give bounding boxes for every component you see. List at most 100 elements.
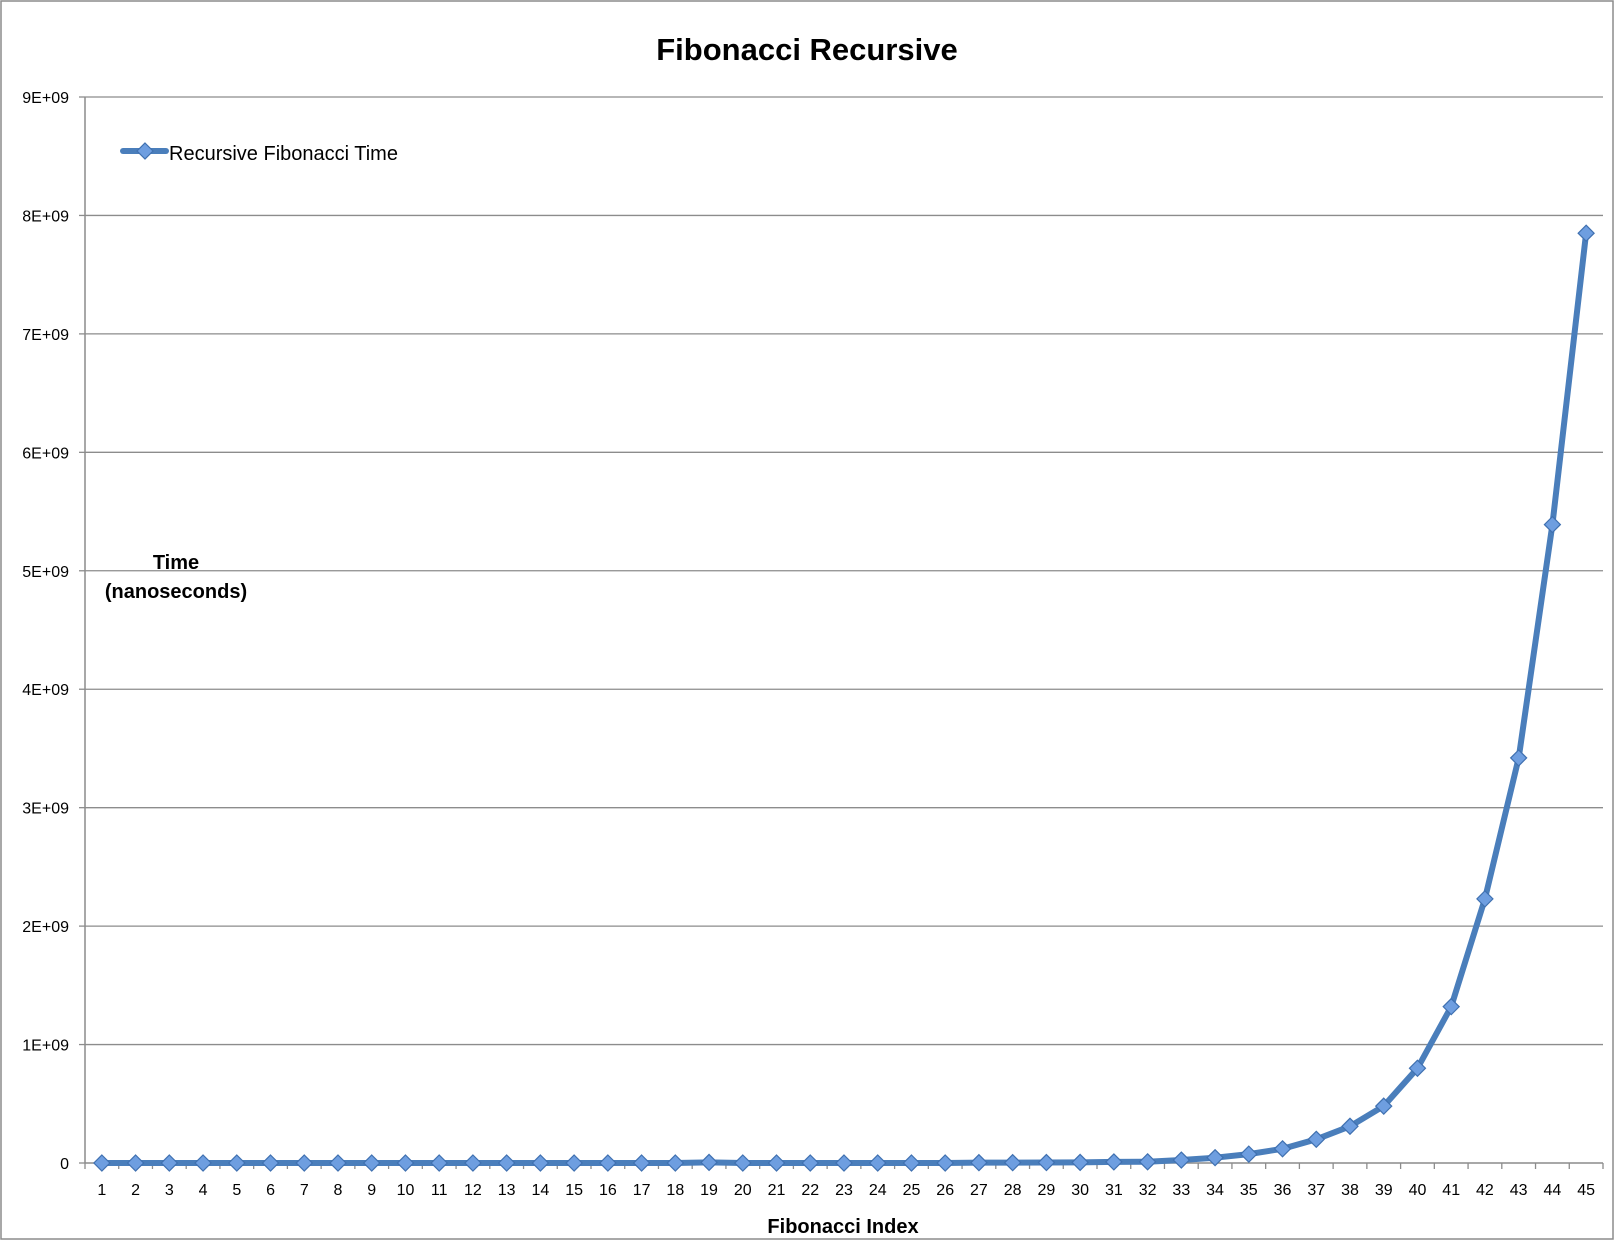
gridlines: [85, 96, 1603, 1046]
data-point-marker: [767, 1154, 786, 1172]
data-point-marker: [1003, 1153, 1022, 1172]
data-point-marker: [126, 1154, 145, 1172]
data-point-marker: [1239, 1145, 1258, 1163]
y-axis-label-line2: (nanoseconds): [105, 581, 247, 603]
x-tick-label: 8: [334, 1182, 343, 1199]
x-axis-ticks: 1 2 3 4 5 6 7 8 9 10 11 12 13 14 15 16 17 18 19 20 21 22 23 24 2…: [84, 1163, 1604, 1199]
legend-marker-swatch: [136, 142, 154, 160]
data-point-marker: [1577, 224, 1595, 243]
x-tick-label: 39: [1375, 1182, 1393, 1199]
x-tick-label: 9: [367, 1182, 376, 1199]
x-tick-label: 5: [232, 1182, 241, 1199]
legend-label: Recursive Fibonacci Time: [169, 143, 398, 165]
y-tick-label: 2E+09: [22, 919, 69, 936]
x-tick-label: 37: [1307, 1182, 1325, 1199]
x-tick-label: 26: [936, 1182, 954, 1199]
data-point-marker: [194, 1154, 212, 1172]
x-tick-label: 43: [1510, 1182, 1528, 1199]
data-point-marker: [1172, 1151, 1191, 1169]
data-point-marker: [1374, 1097, 1393, 1115]
x-tick-label: 42: [1476, 1182, 1494, 1199]
data-point-marker: [362, 1154, 381, 1172]
x-tick-label: 24: [869, 1182, 887, 1199]
x-tick-label: 27: [970, 1182, 988, 1199]
x-tick-label: 45: [1577, 1182, 1595, 1199]
y-tick-label: 9E+09: [22, 90, 69, 107]
x-tick-label: 14: [532, 1182, 550, 1199]
x-tick-label: 36: [1274, 1182, 1292, 1199]
data-point-marker: [868, 1154, 887, 1172]
x-tick-label: 17: [633, 1182, 651, 1199]
x-tick-label: 28: [1004, 1182, 1022, 1199]
data-point-marker: [902, 1154, 921, 1172]
data-point-marker: [227, 1154, 246, 1172]
data-point-marker: [1408, 1059, 1427, 1078]
x-tick-label: 12: [464, 1182, 482, 1199]
data-point-marker: [801, 1154, 820, 1172]
data-point-marker: [1071, 1153, 1089, 1172]
data-point-marker: [93, 1154, 111, 1172]
x-tick-label: 29: [1038, 1182, 1056, 1199]
data-point-marker: [430, 1154, 449, 1172]
y-tick-label: 0: [60, 1156, 69, 1173]
data-point-marker: [497, 1154, 516, 1172]
data-point-marker: [1037, 1153, 1056, 1172]
y-tick-label: 5E+09: [22, 564, 69, 581]
y-tick-label: 7E+09: [22, 327, 69, 344]
x-tick-label: 34: [1206, 1182, 1224, 1199]
data-point-marker: [835, 1154, 853, 1172]
x-tick-label: 11: [431, 1182, 448, 1199]
data-point-marker: [1442, 997, 1461, 1016]
x-tick-label: 10: [397, 1182, 415, 1199]
x-tick-label: 30: [1071, 1182, 1089, 1199]
data-point-marker: [1273, 1139, 1292, 1158]
data-point-marker: [565, 1154, 583, 1172]
y-axis-ticks: 0 1E+09 2E+09 3E+09 4E+09 5E+09 6E+09 7E+09 8E+0…: [22, 90, 85, 1173]
x-tick-label: 33: [1172, 1182, 1190, 1199]
y-tick-label: 3E+09: [22, 801, 69, 818]
legend: Recursive Fibonacci Time: [120, 142, 398, 165]
x-tick-label: 20: [734, 1182, 752, 1199]
y-tick-label: 4E+09: [22, 682, 69, 699]
data-point-marker: [700, 1153, 718, 1172]
x-tick-label: 35: [1240, 1182, 1258, 1199]
data-point-marker: [733, 1154, 752, 1172]
data-point-marker: [1138, 1152, 1157, 1171]
x-tick-label: 40: [1409, 1182, 1427, 1199]
x-tick-label: 44: [1544, 1182, 1562, 1199]
data-point-marker: [970, 1153, 988, 1172]
chart-title: Fibonacci Recursive: [656, 32, 958, 67]
data-point-marker: [1307, 1130, 1326, 1149]
x-axis-label: Fibonacci Index: [767, 1216, 918, 1238]
x-tick-label: 2: [131, 1182, 140, 1199]
data-point-marker: [396, 1154, 415, 1172]
data-point-marker: [632, 1154, 651, 1172]
data-point-marker: [1341, 1117, 1359, 1136]
x-tick-label: 38: [1341, 1182, 1359, 1199]
x-tick-label: 25: [903, 1182, 921, 1199]
x-tick-label: 41: [1442, 1182, 1460, 1199]
x-tick-label: 4: [199, 1182, 208, 1199]
data-point-marker: [936, 1154, 955, 1172]
x-tick-label: 1: [97, 1182, 106, 1199]
data-point-marker: [295, 1154, 314, 1172]
data-point-marker: [261, 1154, 280, 1172]
x-tick-label: 3: [165, 1182, 174, 1199]
data-point-marker: [1206, 1148, 1224, 1167]
x-tick-label: 23: [835, 1182, 853, 1199]
x-tick-label: 7: [300, 1182, 309, 1199]
data-point-marker: [464, 1154, 482, 1172]
y-axis-label-line1: Time: [153, 552, 199, 574]
y-tick-label: 1E+09: [22, 1038, 69, 1055]
series-layer: [93, 224, 1595, 1172]
x-tick-label: 6: [266, 1182, 275, 1199]
data-point-marker: [1509, 749, 1528, 767]
x-tick-label: 13: [498, 1182, 516, 1199]
x-tick-label: 15: [565, 1182, 583, 1199]
data-point-marker: [329, 1154, 347, 1172]
x-tick-label: 31: [1105, 1182, 1123, 1199]
y-tick-label: 8E+09: [22, 208, 69, 225]
